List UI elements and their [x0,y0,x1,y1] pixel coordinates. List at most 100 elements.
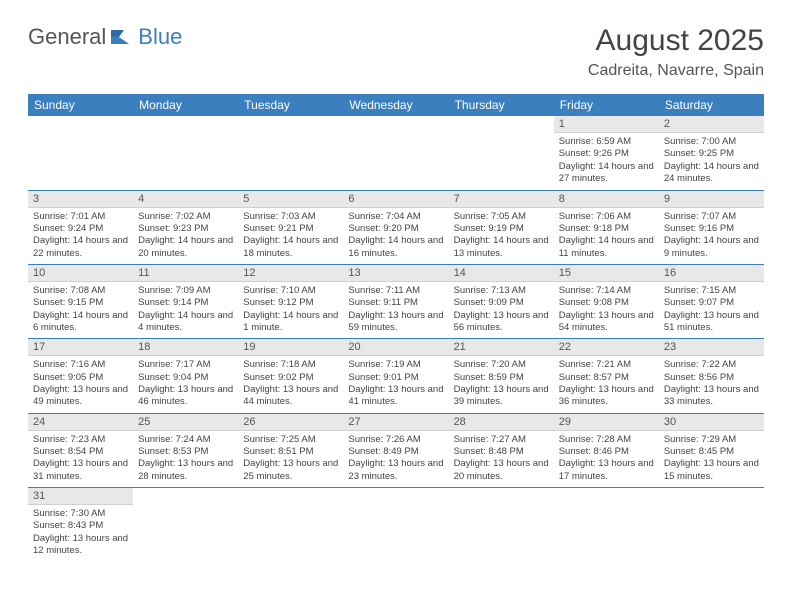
day-number: 27 [343,414,448,431]
calendar-week: 10Sunrise: 7:08 AMSunset: 9:15 PMDayligh… [28,264,764,338]
calendar-week: 3Sunrise: 7:01 AMSunset: 9:24 PMDaylight… [28,190,764,264]
calendar-day: 22Sunrise: 7:21 AMSunset: 8:57 PMDayligh… [554,339,659,413]
sunset-line: Sunset: 9:01 PM [348,372,443,384]
day-details: Sunrise: 7:25 AMSunset: 8:51 PMDaylight:… [238,431,343,487]
calendar-day: 30Sunrise: 7:29 AMSunset: 8:45 PMDayligh… [659,413,764,487]
day-details: Sunrise: 7:10 AMSunset: 9:12 PMDaylight:… [238,282,343,338]
day-details: Sunrise: 7:08 AMSunset: 9:15 PMDaylight:… [28,282,133,338]
daylight-line: Daylight: 13 hours and 46 minutes. [138,384,233,409]
sunset-line: Sunset: 9:08 PM [559,297,654,309]
daylight-line: Daylight: 14 hours and 16 minutes. [348,235,443,260]
day-details: Sunrise: 7:19 AMSunset: 9:01 PMDaylight:… [343,356,448,412]
day-details: Sunrise: 7:05 AMSunset: 9:19 PMDaylight:… [449,208,554,264]
daylight-line: Daylight: 13 hours and 12 minutes. [33,533,128,558]
calendar-day: 8Sunrise: 7:06 AMSunset: 9:18 PMDaylight… [554,190,659,264]
col-header: Sunday [28,94,133,116]
day-number: 19 [238,339,343,356]
daylight-line: Daylight: 13 hours and 49 minutes. [33,384,128,409]
calendar-day: 20Sunrise: 7:19 AMSunset: 9:01 PMDayligh… [343,339,448,413]
day-number: 31 [28,488,133,505]
calendar-week: 1Sunrise: 6:59 AMSunset: 9:26 PMDaylight… [28,116,764,190]
day-details: Sunrise: 7:16 AMSunset: 9:05 PMDaylight:… [28,356,133,412]
title-block: August 2025 Cadreita, Navarre, Spain [588,24,764,80]
sunset-line: Sunset: 8:49 PM [348,446,443,458]
daylight-line: Daylight: 13 hours and 59 minutes. [348,310,443,335]
calendar-day: 5Sunrise: 7:03 AMSunset: 9:21 PMDaylight… [238,190,343,264]
sunset-line: Sunset: 9:16 PM [664,223,759,235]
day-details: Sunrise: 7:24 AMSunset: 8:53 PMDaylight:… [133,431,238,487]
calendar-day: 17Sunrise: 7:16 AMSunset: 9:05 PMDayligh… [28,339,133,413]
day-number: 9 [659,191,764,208]
daylight-line: Daylight: 14 hours and 13 minutes. [454,235,549,260]
sunrise-line: Sunrise: 7:25 AM [243,434,338,446]
day-number: 21 [449,339,554,356]
daylight-line: Daylight: 13 hours and 51 minutes. [664,310,759,335]
calendar-day: 21Sunrise: 7:20 AMSunset: 8:59 PMDayligh… [449,339,554,413]
calendar-day: 27 Sunrise: 7:26 AMSunset: 8:49 PMDayligh… [343,413,448,487]
daylight-line: Daylight: 13 hours and 41 minutes. [348,384,443,409]
page-title: August 2025 [588,24,764,58]
sunrise-line: Sunrise: 7:03 AM [243,211,338,223]
sunrise-line: Sunrise: 7:08 AM [33,285,128,297]
daylight-line: Daylight: 13 hours and 23 minutes. [348,458,443,483]
sunrise-line: Sunrise: 7:24 AM [138,434,233,446]
sunrise-line: Sunrise: 7:29 AM [664,434,759,446]
sunset-line: Sunset: 9:14 PM [138,297,233,309]
sunrise-line: Sunrise: 7:15 AM [664,285,759,297]
day-details: Sunrise: 7:21 AMSunset: 8:57 PMDaylight:… [554,356,659,412]
sunrise-line: Sunrise: 7:18 AM [243,359,338,371]
calendar-table: SundayMondayTuesdayWednesdayThursdayFrid… [28,94,764,562]
sunset-line: Sunset: 8:57 PM [559,372,654,384]
day-details: Sunrise: 7:13 AMSunset: 9:09 PMDaylight:… [449,282,554,338]
sunset-line: Sunset: 8:43 PM [33,520,128,532]
sunset-line: Sunset: 9:20 PM [348,223,443,235]
day-details: Sunrise: 7:23 AMSunset: 8:54 PMDaylight:… [28,431,133,487]
calendar-week: 17Sunrise: 7:16 AMSunset: 9:05 PMDayligh… [28,339,764,413]
day-number: 16 [659,265,764,282]
calendar-week: 24Sunrise: 7:23 AMSunset: 8:54 PMDayligh… [28,413,764,487]
day-number: 22 [554,339,659,356]
sunset-line: Sunset: 9:23 PM [138,223,233,235]
day-details: Sunrise: 7:27 AMSunset: 8:48 PMDaylight:… [449,431,554,487]
day-details: Sunrise: 7:01 AMSunset: 9:24 PMDaylight:… [28,208,133,264]
sunrise-line: Sunrise: 7:02 AM [138,211,233,223]
sunset-line: Sunset: 8:48 PM [454,446,549,458]
logo-text-1: General [28,24,106,50]
calendar-day: 29Sunrise: 7:28 AMSunset: 8:46 PMDayligh… [554,413,659,487]
daylight-line: Daylight: 13 hours and 36 minutes. [559,384,654,409]
day-details: Sunrise: 7:11 AMSunset: 9:11 PMDaylight:… [343,282,448,338]
daylight-line: Daylight: 14 hours and 18 minutes. [243,235,338,260]
day-details: Sunrise: 6:59 AMSunset: 9:26 PMDaylight:… [554,133,659,189]
daylight-line: Daylight: 14 hours and 27 minutes. [559,161,654,186]
header-row: SundayMondayTuesdayWednesdayThursdayFrid… [28,94,764,116]
calendar-day: 3Sunrise: 7:01 AMSunset: 9:24 PMDaylight… [28,190,133,264]
sunset-line: Sunset: 8:54 PM [33,446,128,458]
daylight-line: Daylight: 14 hours and 6 minutes. [33,310,128,335]
daylight-line: Daylight: 13 hours and 15 minutes. [664,458,759,483]
sunrise-line: Sunrise: 7:26 AM [348,434,443,446]
day-details: Sunrise: 7:18 AMSunset: 9:02 PMDaylight:… [238,356,343,412]
logo-flag-icon [110,28,136,46]
sunrise-line: Sunrise: 7:05 AM [454,211,549,223]
sunrise-line: Sunrise: 7:20 AM [454,359,549,371]
day-details: Sunrise: 7:04 AMSunset: 9:20 PMDaylight:… [343,208,448,264]
calendar-week: 31Sunrise: 7:30 AMSunset: 8:43 PMDayligh… [28,488,764,562]
calendar-day: 18Sunrise: 7:17 AMSunset: 9:04 PMDayligh… [133,339,238,413]
calendar-day: 25Sunrise: 7:24 AMSunset: 8:53 PMDayligh… [133,413,238,487]
calendar-day: 19Sunrise: 7:18 AMSunset: 9:02 PMDayligh… [238,339,343,413]
day-number: 15 [554,265,659,282]
calendar-day: 12Sunrise: 7:10 AMSunset: 9:12 PMDayligh… [238,264,343,338]
daylight-line: Daylight: 14 hours and 1 minute. [243,310,338,335]
daylight-line: Daylight: 13 hours and 44 minutes. [243,384,338,409]
sunset-line: Sunset: 9:24 PM [33,223,128,235]
calendar-day: 24Sunrise: 7:23 AMSunset: 8:54 PMDayligh… [28,413,133,487]
day-number: 25 [133,414,238,431]
col-header: Saturday [659,94,764,116]
daylight-line: Daylight: 13 hours and 54 minutes. [559,310,654,335]
day-details: Sunrise: 7:00 AMSunset: 9:25 PMDaylight:… [659,133,764,189]
calendar-day: 16Sunrise: 7:15 AMSunset: 9:07 PMDayligh… [659,264,764,338]
calendar-empty [659,488,764,562]
day-number: 14 [449,265,554,282]
calendar-empty [238,116,343,190]
calendar-day: 1Sunrise: 6:59 AMSunset: 9:26 PMDaylight… [554,116,659,190]
